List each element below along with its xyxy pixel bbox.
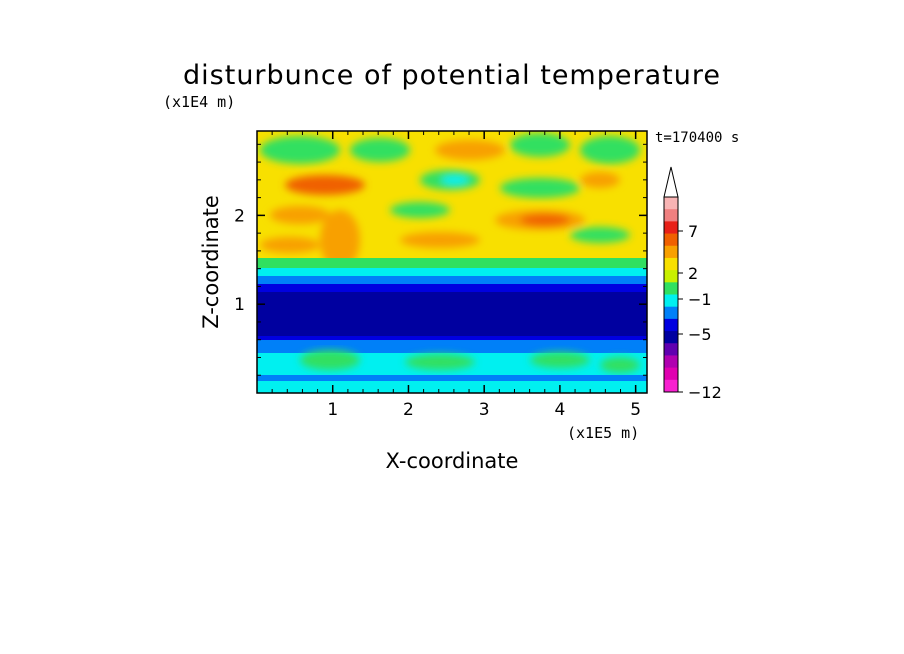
colorbar-swatch	[664, 343, 678, 356]
plot-frame	[256, 130, 648, 394]
colorbar: 7 2 −1 −5 −12	[663, 166, 722, 402]
colorbar-label: −1	[688, 290, 712, 309]
x-tick-label-2: 2	[403, 400, 414, 420]
x-scale-label: (x1E5 m)	[567, 424, 639, 442]
colorbar-swatch	[664, 197, 678, 210]
y-axis-label: Z-coordinate	[199, 195, 223, 329]
y-tick-label-2: 2	[234, 206, 245, 226]
colorbar-swatch	[664, 379, 678, 393]
colorbar-label: −12	[688, 383, 722, 402]
y-tick-label-1: 1	[234, 295, 245, 315]
colorbar-swatch	[664, 282, 678, 295]
colorbar-label: 2	[688, 264, 698, 283]
x-axis-label: X-coordinate	[386, 449, 519, 473]
contour-field	[257, 131, 647, 393]
y-scale-label: (x1E4 m)	[163, 93, 235, 111]
colorbar-swatch	[664, 257, 678, 271]
x-tick-label-1: 1	[327, 400, 338, 420]
colorbar-swatch	[664, 270, 678, 283]
colorbar-swatch	[664, 245, 678, 259]
time-label: t=170400 s	[655, 130, 739, 146]
colorbar-swatch	[664, 367, 678, 381]
colorbar-swatch	[664, 331, 678, 344]
colorbar-extend-arrow	[663, 166, 679, 198]
colorbar-swatch	[664, 233, 678, 247]
chart-title: disturbunce of potential temperature	[183, 60, 721, 91]
x-tick-label-5: 5	[630, 400, 641, 420]
x-axis-ticks: 1 2 3 4 5	[271, 131, 641, 420]
colorbar-label: 7	[688, 222, 698, 241]
x-tick-label-3: 3	[479, 400, 490, 420]
colorbar-swatch	[664, 318, 678, 332]
colorbar-label: −5	[688, 325, 712, 344]
x-tick-label-4: 4	[554, 400, 565, 420]
colorbar-swatch	[664, 294, 678, 308]
colorbar-swatch	[664, 306, 678, 320]
colorbar-swatch	[664, 355, 678, 369]
y-axis-ticks: 12	[234, 143, 647, 376]
colorbar-swatch	[664, 221, 678, 235]
colorbar-swatch	[664, 209, 678, 222]
